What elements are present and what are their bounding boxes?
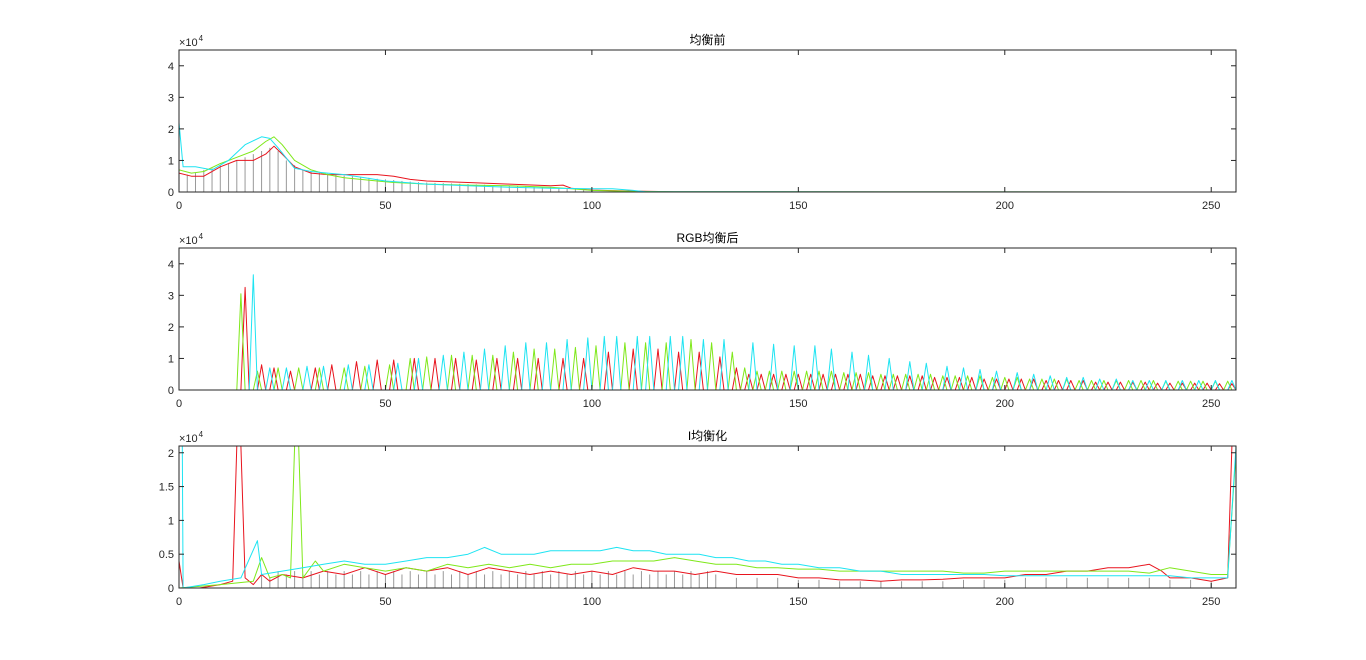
series-green-line (179, 293, 1236, 390)
y-tick-label-4: 2 (168, 448, 174, 460)
y-exponent-label: ×10 (179, 235, 198, 247)
y-exponent-power: 4 (199, 430, 204, 439)
x-tick-label-4: 200 (996, 398, 1014, 410)
y-tick-label-4: 4 (168, 259, 174, 271)
axes-box (178, 49, 1237, 193)
series-cyan-line (179, 122, 1236, 192)
y-tick-label-0: 0 (168, 385, 174, 397)
subplot-title: RGB均衡后 (676, 231, 738, 245)
y-exponent-label: ×10 (179, 37, 198, 49)
y-tick-label-1: 1 (168, 353, 174, 365)
series-green-line (179, 446, 1236, 588)
data-layer (179, 274, 1236, 390)
y-tick-label-2: 2 (168, 124, 174, 136)
y-exponent-power: 4 (199, 232, 204, 241)
x-tick-label-2: 100 (583, 200, 601, 212)
x-tick-label-0: 0 (176, 398, 182, 410)
y-exponent-label: ×10 (179, 433, 198, 445)
x-tick-label-5: 250 (1202, 596, 1220, 608)
axes-background (179, 50, 1236, 192)
data-layer (179, 122, 1236, 192)
x-tick-label-1: 50 (379, 200, 391, 212)
series-cyan-line (179, 446, 1236, 588)
x-tick-label-1: 50 (379, 596, 391, 608)
x-tick-label-5: 250 (1202, 200, 1220, 212)
y-tick-label-3: 3 (168, 92, 174, 104)
axes-box (178, 247, 1237, 391)
y-tick-label-0: 0 (168, 583, 174, 595)
y-tick-label-1: 1 (168, 155, 174, 167)
x-tick-label-3: 150 (789, 398, 807, 410)
x-tick-label-2: 100 (583, 596, 601, 608)
x-tick-label-0: 0 (176, 596, 182, 608)
subplot-title: 均衡前 (689, 32, 725, 47)
x-tick-label-4: 200 (996, 200, 1014, 212)
y-tick-label-0: 0 (168, 187, 174, 199)
y-tick-label-2: 1 (168, 515, 174, 527)
x-tick-label-2: 100 (583, 398, 601, 410)
series-cyan-line (179, 274, 1236, 390)
axes-background (179, 446, 1236, 588)
x-tick-label-5: 250 (1202, 398, 1220, 410)
subplot-3: 0 50 100 150 200 250 0 0.5 1 1.5 2 ×10 4 I均衡化 (159, 429, 1237, 608)
x-tick-label-0: 0 (176, 200, 182, 212)
axes-background (179, 248, 1236, 390)
subplot-title: I均衡化 (688, 429, 727, 443)
y-tick-label-4: 4 (168, 61, 174, 73)
data-layer (179, 446, 1236, 588)
y-tick-label-3: 1.5 (159, 482, 174, 494)
x-tick-label-3: 150 (789, 596, 807, 608)
y-tick-label-1: 0.5 (159, 549, 174, 561)
y-tick-label-2: 2 (168, 322, 174, 334)
x-tick-label-3: 150 (789, 200, 807, 212)
axes-box (178, 445, 1237, 589)
y-tick-label-3: 3 (168, 290, 174, 302)
x-tick-label-4: 200 (996, 596, 1014, 608)
y-exponent-power: 4 (199, 34, 204, 43)
x-tick-label-1: 50 (379, 398, 391, 410)
